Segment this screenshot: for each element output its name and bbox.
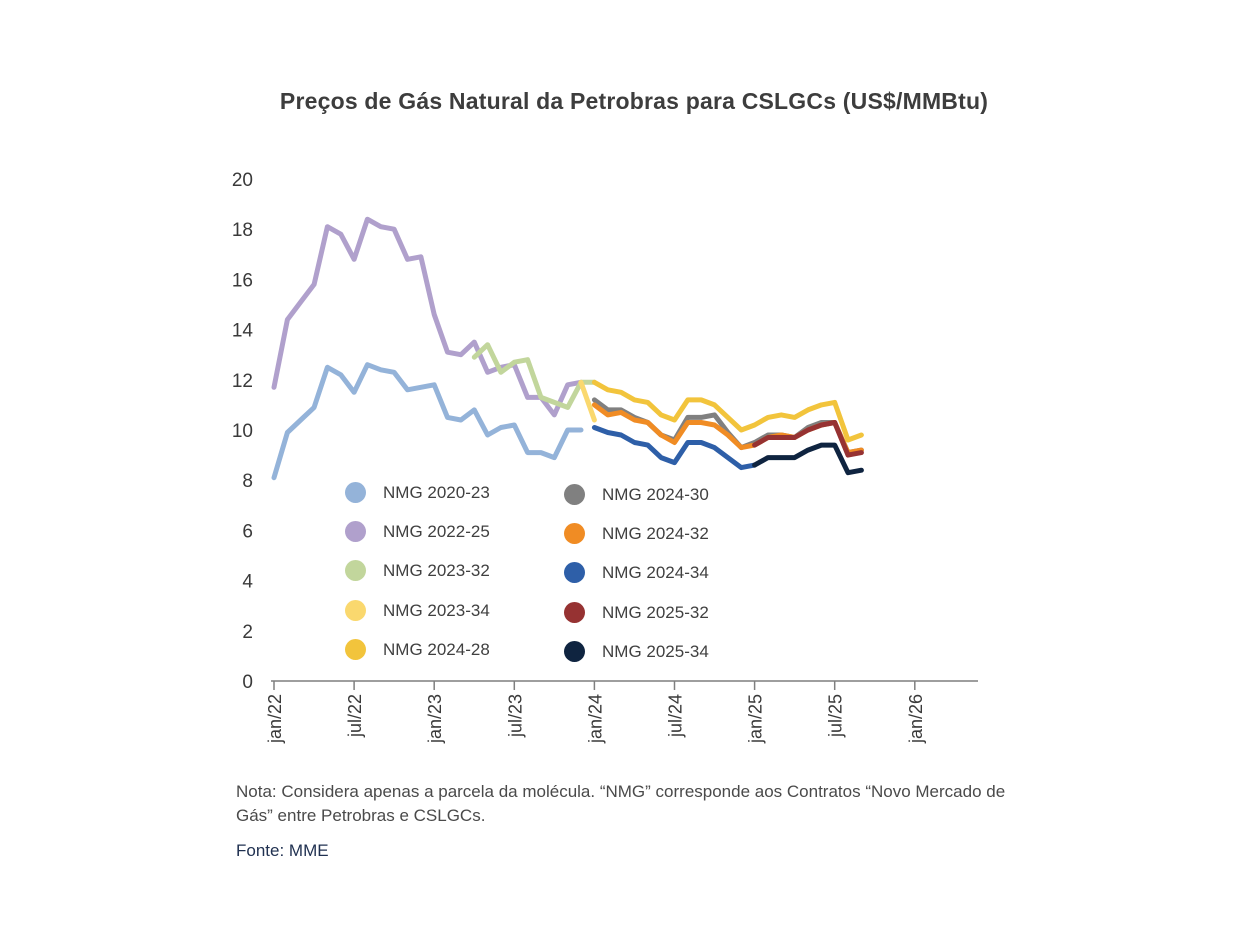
chart-note: Nota: Considera apenas a parcela da molé… xyxy=(236,782,1006,825)
legend-item: NMG 2024-32 xyxy=(564,523,709,544)
chart-source: Fonte: MME xyxy=(236,841,329,860)
legend-item: NMG 2023-32 xyxy=(345,560,490,581)
legend-swatch xyxy=(564,523,585,544)
legend-label: NMG 2024-34 xyxy=(602,562,709,582)
legend-swatch xyxy=(564,641,585,662)
legend-label: NMG 2024-32 xyxy=(602,523,709,543)
x-tick-label: jan/22 xyxy=(265,694,285,744)
series-line-nmg-2023-32 xyxy=(471,342,597,410)
series-layer xyxy=(271,216,864,481)
legend-swatch xyxy=(345,600,366,621)
legend-label: NMG 2024-30 xyxy=(602,484,709,504)
legend-item: NMG 2024-28 xyxy=(345,639,490,660)
legend-label: NMG 2025-32 xyxy=(602,602,709,622)
legend-swatch xyxy=(345,482,366,503)
legend-item: NMG 2022-25 xyxy=(345,521,490,542)
x-tick-label: jan/26 xyxy=(906,694,926,744)
y-tick-label: 6 xyxy=(242,521,253,542)
legend-item: NMG 2025-34 xyxy=(564,641,709,662)
legend-item: NMG 2020-23 xyxy=(345,482,490,503)
legend-item: NMG 2024-30 xyxy=(564,484,709,505)
y-tick-label: 16 xyxy=(232,270,253,291)
x-tick-label: jul/25 xyxy=(826,694,846,738)
legend-label: NMG 2023-34 xyxy=(383,600,490,620)
legend-swatch xyxy=(345,639,366,660)
series-line-nmg-2020-23 xyxy=(271,362,584,481)
legend-item: NMG 2023-34 xyxy=(345,600,490,621)
series-line-nmg-2023-34 xyxy=(578,379,597,423)
y-tick-label: 4 xyxy=(242,572,253,593)
legend-swatch xyxy=(564,484,585,505)
y-tick-label: 10 xyxy=(232,421,253,442)
series-line-nmg-2024-28 xyxy=(591,379,864,443)
y-tick-label: 18 xyxy=(232,220,253,241)
legend-swatch xyxy=(345,560,366,581)
x-tick-label: jan/24 xyxy=(585,694,605,744)
y-tick-label: 14 xyxy=(232,321,254,342)
legend-item: NMG 2025-32 xyxy=(564,602,709,623)
legend-swatch xyxy=(564,602,585,623)
legend-label: NMG 2022-25 xyxy=(383,521,490,541)
x-tick-label: jul/24 xyxy=(666,694,686,738)
series-line-nmg-2025-32 xyxy=(752,420,864,458)
legend-label: NMG 2024-28 xyxy=(383,639,490,659)
legend-label: NMG 2020-23 xyxy=(383,482,490,502)
y-tick-label: 20 xyxy=(232,170,253,191)
legend-swatch xyxy=(345,521,366,542)
y-tick-label: 2 xyxy=(242,622,253,643)
x-tick-label: jul/22 xyxy=(345,694,365,738)
y-tick-label: 0 xyxy=(242,672,253,693)
legend-label: NMG 2025-34 xyxy=(602,641,709,661)
legend-swatch xyxy=(564,562,585,583)
legend-label: NMG 2023-32 xyxy=(383,560,490,580)
axis-layer: 0 2 4 6 8 10 12 14 16 18 20 jan/22 jul/22 jan/23 jul/2… xyxy=(232,170,978,744)
y-tick-label: 8 xyxy=(242,471,253,492)
legend-item: NMG 2024-34 xyxy=(564,562,709,583)
y-tick-label: 12 xyxy=(232,371,253,392)
series-line-nmg-2024-34 xyxy=(591,425,758,471)
x-tick-label: jul/23 xyxy=(505,694,525,738)
series-line-nmg-2025-34 xyxy=(752,442,864,476)
x-tick-label: jan/23 xyxy=(425,694,445,744)
series-line-nmg-2022-25 xyxy=(271,216,584,418)
x-tick-label: jan/25 xyxy=(746,694,766,744)
chart-title: Preços de Gás Natural da Petrobras para … xyxy=(279,88,989,114)
